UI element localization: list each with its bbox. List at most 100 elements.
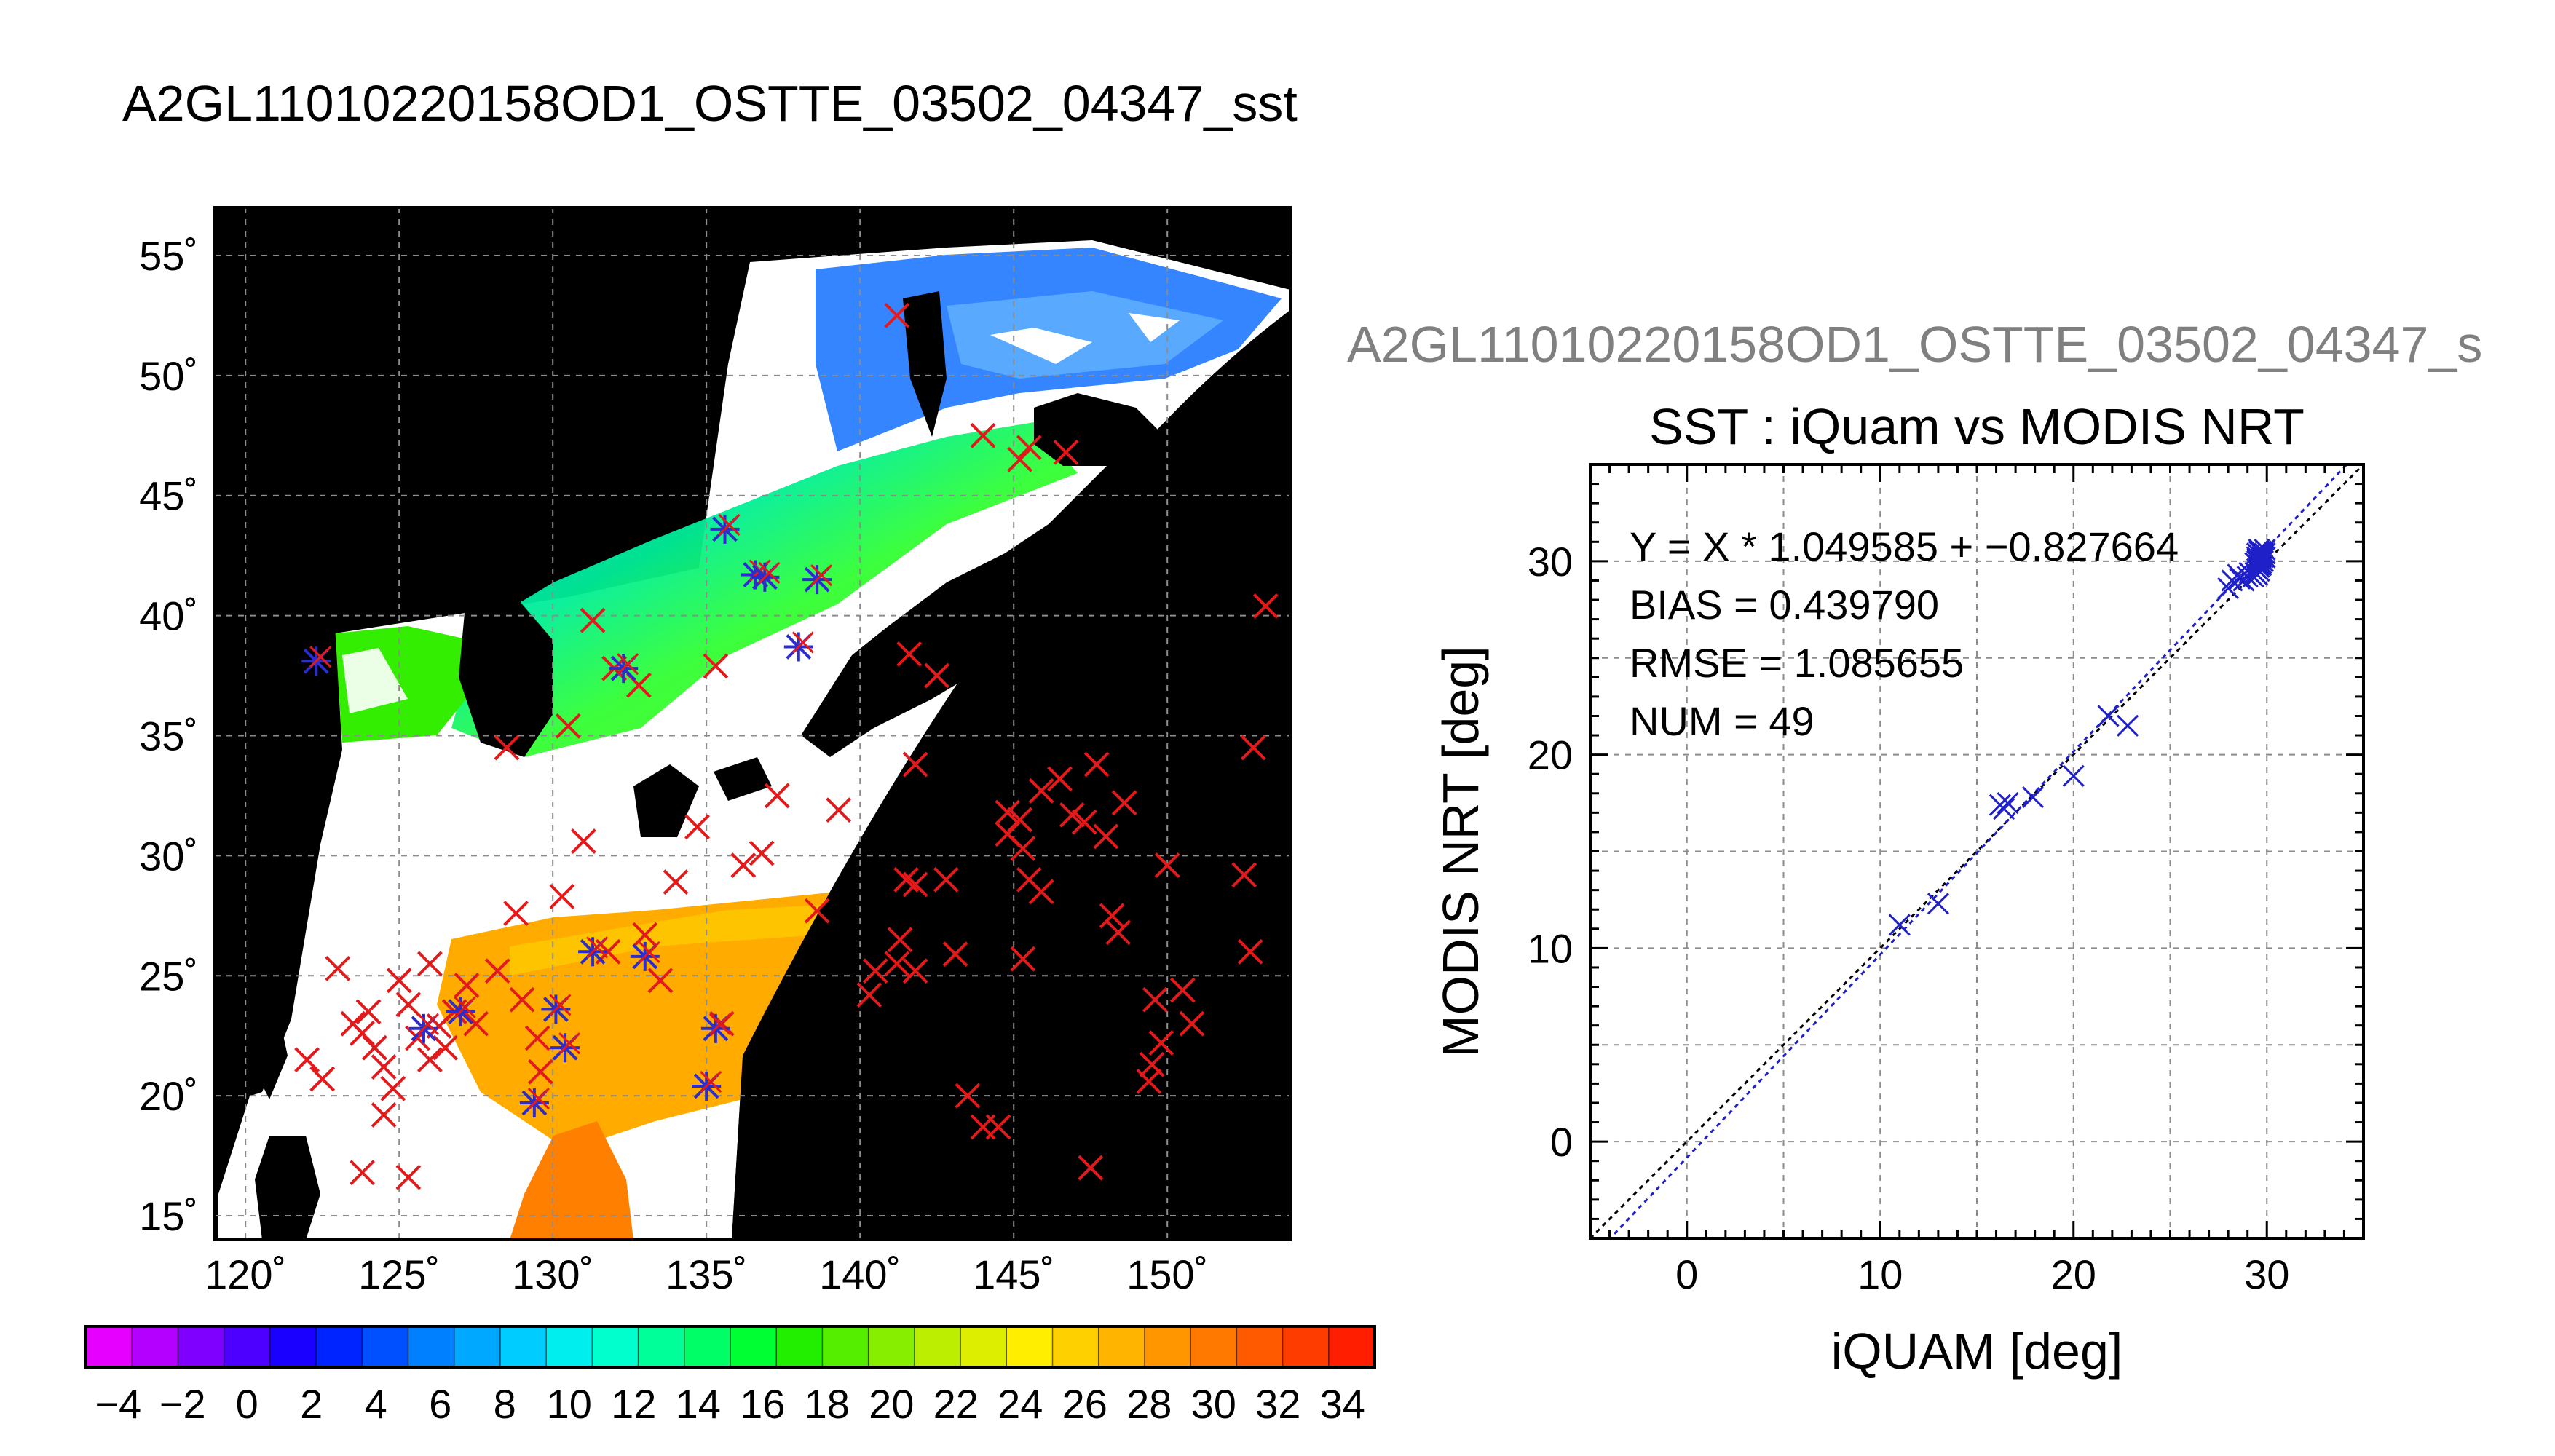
scatter-point: [2254, 542, 2276, 565]
x-axis-label: iQUAM [deg]: [1831, 1323, 2123, 1380]
latitude-tick-label: 45˚: [139, 473, 198, 519]
blue-matchup-marker: [630, 941, 660, 971]
red-matchup-marker: [371, 1102, 397, 1128]
colorbar-tick-label: 34: [1320, 1381, 1365, 1427]
colorbar-cell: [546, 1326, 593, 1367]
colorbar-cell: [178, 1326, 225, 1367]
x-tick-label: 30: [2244, 1251, 2289, 1297]
blue-matchup-marker: [609, 653, 639, 684]
colorbar-tick-label: 18: [805, 1381, 850, 1427]
red-matchup-marker: [294, 1047, 320, 1073]
colorbar-labels: −4 −2 0 2 4 6 8 10 12 14 16 18 20 22 24 26 28 30 32 34: [95, 1381, 1365, 1427]
colorbar-tick-label: 12: [611, 1381, 656, 1427]
x-tick-label: 20: [2051, 1251, 2096, 1297]
blue-matchup-marker: [541, 994, 572, 1024]
colorbar-cell: [1098, 1326, 1145, 1367]
scatter-point: [2217, 577, 2240, 600]
blue-matchup-marker: [301, 646, 332, 676]
latitude-labels: 55˚ 50˚ 45˚ 40˚ 35˚ 30˚ 25˚ 20˚ 15˚: [139, 233, 198, 1239]
land-hokkaido: [1034, 393, 1165, 466]
red-matchup-marker: [494, 735, 520, 761]
scatter-point: [2250, 554, 2272, 577]
annotation-bias: BIAS = 0.439790: [1630, 582, 1939, 628]
colorbar-cell: [776, 1326, 823, 1367]
red-matchup-marker: [758, 561, 781, 584]
figure-title: A2GL11010220158OD1_OSTTE_03502_04347_sst: [122, 75, 1298, 132]
red-matchup-marker: [933, 866, 959, 893]
map-frame: [213, 206, 1292, 1241]
colorbar-cell: [960, 1326, 1007, 1367]
map-matchup-markers: [294, 302, 1279, 1190]
red-matchup-marker: [995, 799, 1021, 826]
longitude-labels: 120˚ 125˚ 130˚ 135˚ 140˚ 145˚ 150˚: [205, 1251, 1208, 1297]
colorbar-tick-label: 14: [676, 1381, 721, 1427]
scatter-point: [2097, 705, 2120, 727]
red-matchup-marker: [1010, 946, 1036, 972]
colorbar-tick-label: 26: [1062, 1381, 1107, 1427]
red-matchup-marker: [1078, 1155, 1104, 1181]
red-matchup-marker: [555, 713, 581, 739]
colorbar-cell: [822, 1326, 869, 1367]
annotation-num: NUM = 49: [1630, 698, 1814, 744]
red-matchup-marker: [454, 973, 480, 998]
y-tick-label: 30: [1528, 539, 1573, 585]
red-matchup-marker: [433, 1034, 458, 1061]
red-matchup-marker: [647, 968, 674, 994]
y-tick-label: 20: [1528, 732, 1573, 778]
scatter-points: [1888, 538, 2276, 936]
x-tick-label: 10: [1857, 1251, 1903, 1297]
blue-matchup-marker: [550, 1032, 581, 1063]
blue-matchup-marker: [802, 564, 833, 595]
red-matchup-marker: [884, 951, 910, 977]
regression-line: [1608, 464, 2349, 1238]
colorbar-cell: [1282, 1326, 1330, 1367]
red-matchup-marker: [902, 751, 928, 778]
red-matchup-marker: [1099, 903, 1125, 929]
colorbar-tick-label: 0: [236, 1381, 258, 1427]
red-matchup-marker: [309, 646, 332, 668]
longitude-tick-label: 150˚: [1126, 1251, 1208, 1297]
red-matchup-marker: [454, 996, 476, 1018]
red-matchup-marker: [325, 955, 351, 981]
red-matchup-marker: [887, 927, 913, 953]
land-japan-honshu: [801, 451, 1136, 757]
land-shikoku: [714, 757, 772, 801]
colorbar-cell: [86, 1326, 133, 1367]
red-matchup-marker: [549, 884, 575, 909]
sst-map: 55˚ 50˚ 45˚ 40˚ 35˚ 30˚ 25˚ 20˚ 15˚ 120˚ 125˚ 130˚…: [139, 206, 1292, 1297]
colorbar-tick-label: 24: [998, 1381, 1043, 1427]
colorbar-cell: [132, 1326, 178, 1367]
colorbar-cell: [224, 1326, 271, 1367]
red-matchup-marker: [1053, 439, 1079, 465]
stats-annotations: Y = X * 1.049585 + −0.827664 BIAS = 0.43…: [1630, 523, 2179, 744]
y-tick-label: 10: [1528, 925, 1573, 971]
colorbar-cell: [408, 1326, 455, 1367]
red-matchup-marker: [524, 1025, 550, 1051]
red-matchup-marker: [700, 1070, 722, 1093]
colorbar-cell: [499, 1326, 547, 1367]
colorbar-cell: [1190, 1326, 1237, 1367]
blue-matchup-marker: [578, 936, 609, 967]
colorbar-tick-label: 28: [1126, 1381, 1172, 1427]
red-matchup-marker: [663, 869, 689, 895]
x-tick-labels: 0 10 20 30: [1675, 1251, 2289, 1297]
scatter-ticks: [1589, 463, 2365, 1240]
land-taiwan: [255, 1005, 288, 1099]
red-matchup-marker: [804, 898, 830, 924]
red-matchup-marker: [416, 1047, 443, 1073]
latitude-tick-label: 30˚: [139, 833, 198, 879]
colorbar-cell: [269, 1326, 317, 1367]
red-matchup-marker: [893, 866, 919, 893]
red-matchup-marker: [703, 653, 729, 679]
outside-swath: [732, 306, 1290, 1240]
red-matchup-marker: [1007, 446, 1033, 472]
longitude-tick-label: 125˚: [358, 1251, 440, 1297]
red-matchup-marker: [1105, 919, 1132, 946]
latitude-tick-label: 20˚: [139, 1073, 198, 1119]
colorbar-tick-label: 4: [365, 1381, 387, 1427]
colorbar: −4 −2 0 2 4 6 8 10 12 14 16 18 20 22 24 26 28 30 32 34: [84, 1325, 1376, 1427]
scatter-grid: [1590, 464, 2364, 1238]
red-matchup-marker: [350, 1160, 375, 1186]
colorbar-cell: [1052, 1326, 1099, 1367]
red-matchup-marker: [1028, 879, 1054, 905]
